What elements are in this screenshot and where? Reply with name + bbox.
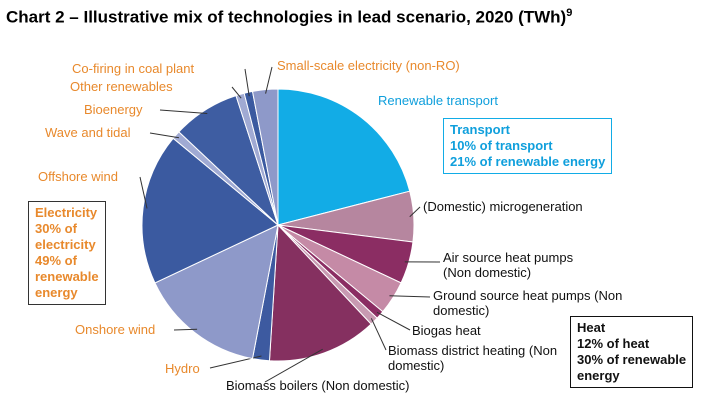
callout-line: 49% of	[35, 253, 77, 268]
leader-line	[173, 328, 198, 331]
callout-box: Electricity 30% of electricity 49% of renewa…	[28, 201, 106, 305]
callout-line: electricity	[35, 237, 96, 252]
slice-label: Bioenergy	[84, 102, 143, 117]
title-note: 9	[566, 7, 573, 19]
callout-line: 10% of transport	[450, 138, 553, 153]
callout-line: renewable	[35, 269, 99, 284]
leader-line	[265, 66, 273, 94]
pie-slice	[251, 88, 279, 226]
pie-slice	[141, 137, 279, 284]
chart-title-wrap: Chart 2 – Illustrative mix of technologi…	[6, 3, 716, 28]
callout-box: Heat 12% of heat 30% of renewable energy	[570, 316, 694, 388]
pie-slice	[268, 223, 372, 362]
leader-line	[139, 176, 148, 209]
callout-line: energy	[35, 285, 78, 300]
leader-line	[264, 348, 323, 383]
pie-slice	[277, 88, 411, 226]
leader-line	[376, 311, 411, 331]
slice-label: Biomass boilers (Non domestic)	[226, 378, 410, 393]
slice-label: Other renewables	[70, 79, 173, 94]
slice-label: Offshore wind	[38, 169, 118, 184]
slice-label: Co-firing in coal plant	[72, 61, 195, 76]
slice-label: Wave and tidal	[45, 125, 131, 140]
slice-label: Onshore wind	[75, 322, 156, 337]
slice-label: Air source heat pumps (Non domestic)	[443, 250, 574, 280]
leader-line	[370, 318, 387, 351]
slice-label: Biomass district heating (Non domestic)	[388, 343, 558, 373]
callout-line: 12% of heat	[577, 336, 650, 351]
slice-label: Hydro	[165, 361, 200, 376]
leader-line	[244, 68, 250, 97]
callout-line: Electricity	[35, 205, 98, 220]
slice-label: Ground source heat pumps (Non domestic)	[433, 288, 623, 318]
slice-label: (Domestic) microgeneration	[423, 199, 583, 214]
leader-line	[231, 86, 242, 99]
slice-label: Biogas heat	[412, 323, 481, 338]
leader-line	[209, 355, 262, 369]
slice-label: Small-scale electricity (non-RO)	[277, 58, 460, 73]
callout-line: 30% of	[35, 221, 77, 236]
callout-line: energy	[577, 368, 620, 383]
leader-line	[409, 206, 421, 218]
slice-label: Renewable transport	[378, 93, 498, 108]
callout-box: Transport 10% of transport 21% of renewabl…	[443, 118, 613, 174]
callout-line: Transport	[450, 122, 510, 137]
callout-line: 21% of renewable energy	[450, 154, 606, 169]
callout-line: Heat	[577, 320, 606, 335]
leader-line	[149, 132, 180, 139]
callout-line: 30% of renewable	[577, 352, 687, 367]
pie-slice	[154, 224, 279, 360]
leader-line	[389, 295, 431, 298]
chart-title: Chart 2 – Illustrative mix of technologi…	[6, 7, 567, 27]
leader-line	[159, 109, 208, 115]
